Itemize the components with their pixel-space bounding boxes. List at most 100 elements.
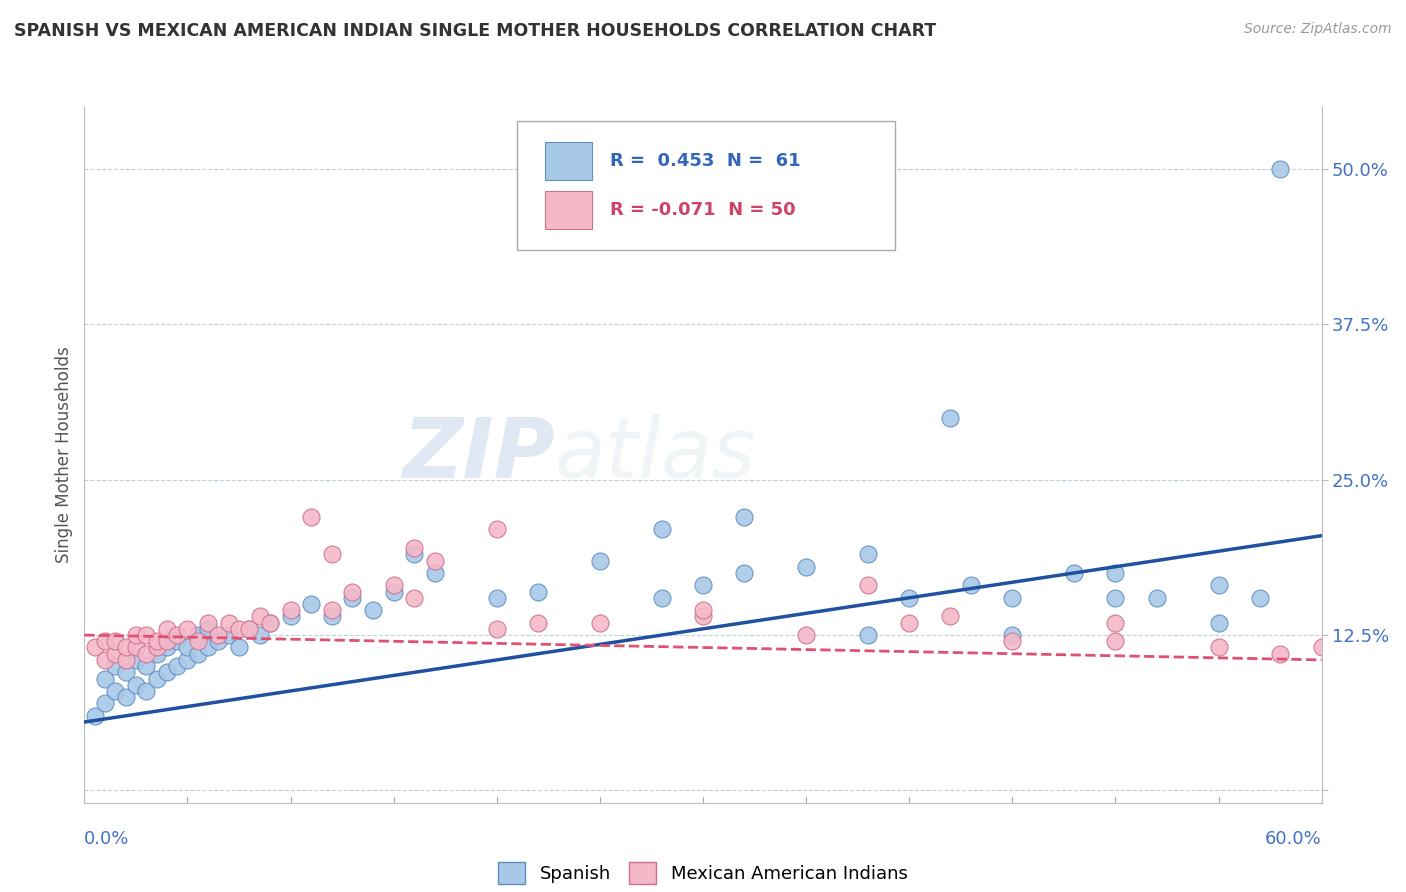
Point xyxy=(423,553,446,567)
Point xyxy=(238,622,260,636)
Point xyxy=(651,591,673,605)
Point xyxy=(83,640,105,655)
FancyBboxPatch shape xyxy=(544,142,592,180)
Point xyxy=(176,653,198,667)
Text: Source: ZipAtlas.com: Source: ZipAtlas.com xyxy=(1244,22,1392,37)
Point xyxy=(692,603,714,617)
Text: 0.0%: 0.0% xyxy=(84,830,129,847)
Text: SPANISH VS MEXICAN AMERICAN INDIAN SINGLE MOTHER HOUSEHOLDS CORRELATION CHART: SPANISH VS MEXICAN AMERICAN INDIAN SINGL… xyxy=(14,22,936,40)
Point xyxy=(228,622,250,636)
Point xyxy=(485,591,508,605)
Point xyxy=(94,653,117,667)
Point xyxy=(187,634,209,648)
Point xyxy=(135,647,157,661)
Point xyxy=(114,665,136,680)
Point xyxy=(176,622,198,636)
Point xyxy=(794,559,817,574)
Point xyxy=(1001,628,1024,642)
Point xyxy=(651,523,673,537)
Point xyxy=(1208,615,1230,630)
Point xyxy=(135,659,157,673)
Point xyxy=(898,615,921,630)
Point xyxy=(176,640,198,655)
Point xyxy=(1208,640,1230,655)
Point xyxy=(166,634,188,648)
Point xyxy=(187,628,209,642)
Point xyxy=(104,684,127,698)
Point xyxy=(1001,591,1024,605)
Point xyxy=(404,541,426,555)
Point xyxy=(125,628,148,642)
Point xyxy=(197,640,219,655)
Point xyxy=(692,609,714,624)
Point xyxy=(145,640,167,655)
Point xyxy=(207,628,229,642)
Point xyxy=(692,578,714,592)
Point xyxy=(342,591,364,605)
Text: atlas: atlas xyxy=(554,415,756,495)
Point xyxy=(382,578,405,592)
Point xyxy=(939,609,962,624)
Point xyxy=(1063,566,1085,580)
Point xyxy=(733,566,755,580)
Point xyxy=(321,609,343,624)
Point xyxy=(960,578,983,592)
Point xyxy=(125,640,148,655)
Legend: Spanish, Mexican American Indians: Spanish, Mexican American Indians xyxy=(498,863,908,884)
Text: 60.0%: 60.0% xyxy=(1265,830,1322,847)
Point xyxy=(898,591,921,605)
Point xyxy=(197,615,219,630)
Text: R =  0.453  N =  61: R = 0.453 N = 61 xyxy=(610,153,801,170)
Point xyxy=(527,615,550,630)
Point xyxy=(187,647,209,661)
Point xyxy=(259,615,281,630)
Point xyxy=(104,659,127,673)
Point xyxy=(1104,566,1126,580)
Point xyxy=(83,708,105,723)
Point xyxy=(733,510,755,524)
Point xyxy=(856,578,879,592)
Point xyxy=(342,584,364,599)
Point xyxy=(1146,591,1168,605)
Point xyxy=(207,634,229,648)
Point xyxy=(197,622,219,636)
Point xyxy=(156,665,179,680)
Point xyxy=(382,584,405,599)
Point xyxy=(299,597,322,611)
Point xyxy=(1310,640,1333,655)
Point xyxy=(1249,591,1271,605)
Point xyxy=(423,566,446,580)
Point xyxy=(404,591,426,605)
Point xyxy=(238,622,260,636)
Point xyxy=(1001,634,1024,648)
FancyBboxPatch shape xyxy=(544,191,592,229)
Point xyxy=(218,615,240,630)
Point xyxy=(114,640,136,655)
Point xyxy=(485,622,508,636)
Point xyxy=(527,584,550,599)
Point xyxy=(94,634,117,648)
Point xyxy=(218,628,240,642)
Point xyxy=(321,603,343,617)
Point xyxy=(145,647,167,661)
Point xyxy=(589,615,612,630)
Point xyxy=(939,410,962,425)
Point xyxy=(280,609,302,624)
Point xyxy=(135,684,157,698)
Point xyxy=(1270,162,1292,177)
Point xyxy=(104,634,127,648)
Point xyxy=(1104,615,1126,630)
Point xyxy=(156,640,179,655)
Point xyxy=(114,653,136,667)
Point xyxy=(249,609,271,624)
Point xyxy=(104,647,127,661)
Point xyxy=(145,672,167,686)
Text: R = -0.071  N = 50: R = -0.071 N = 50 xyxy=(610,201,796,219)
Point xyxy=(1270,647,1292,661)
Point xyxy=(166,659,188,673)
Point xyxy=(125,653,148,667)
Point xyxy=(94,672,117,686)
Point xyxy=(321,547,343,561)
Point xyxy=(145,634,167,648)
Point xyxy=(94,697,117,711)
